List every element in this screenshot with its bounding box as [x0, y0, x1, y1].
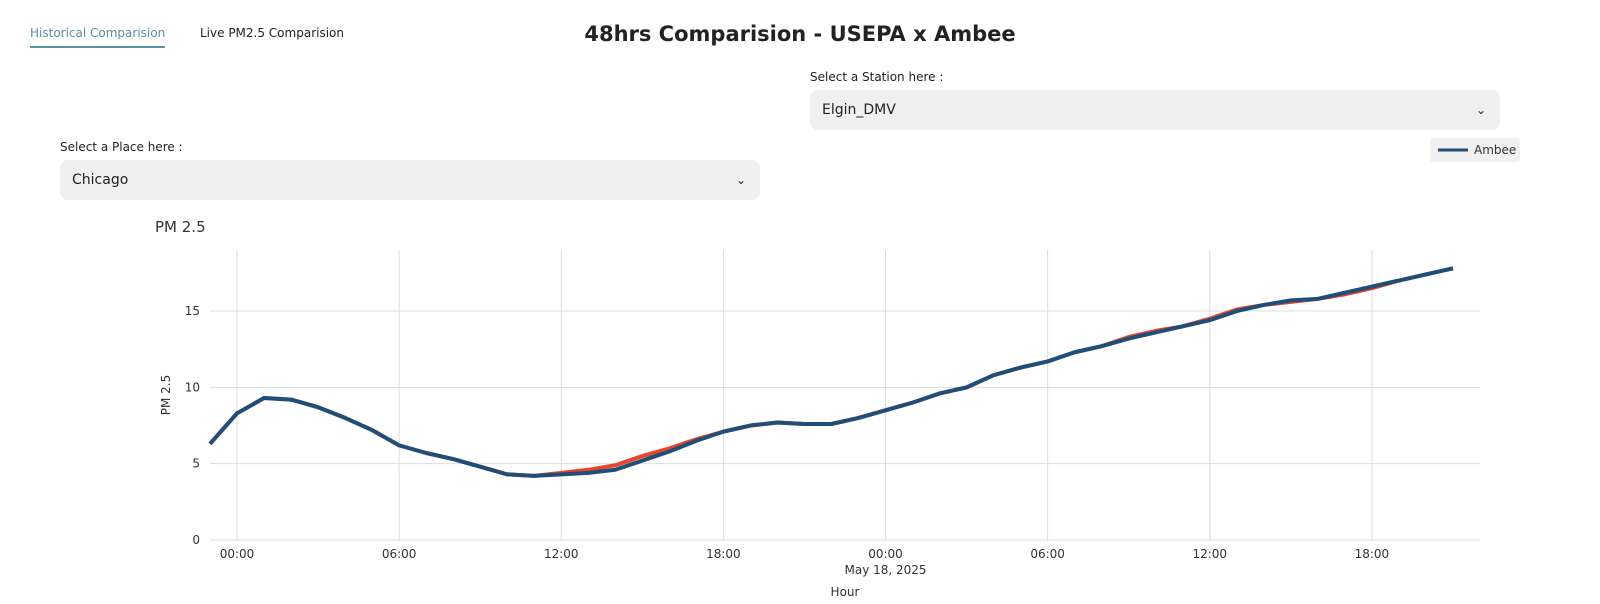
x-tick-label: 18:00 [706, 547, 741, 561]
y-tick-label: 15 [185, 304, 200, 318]
y-axis-label: PM 2.5 [159, 375, 173, 416]
place-select[interactable]: Chicago ⌄ [60, 160, 760, 200]
series-line [208, 266, 1454, 478]
legend-box [1430, 138, 1520, 162]
station-select[interactable]: Elgin_DMV ⌄ [810, 90, 1500, 130]
x-tick-label: 00:00 [220, 547, 255, 561]
x-tick-label: 06:00 [382, 547, 417, 561]
x-date-label: May 18, 2025 [845, 563, 927, 577]
tab[interactable]: Live PM2.5 Comparision [200, 26, 344, 40]
y-tick-label: 10 [185, 380, 200, 394]
station-label: Select a Station here : [810, 70, 944, 84]
chevron: ⌄ [1475, 103, 1486, 117]
place-value: Chicago [72, 172, 129, 188]
tab[interactable]: Historical Comparision [30, 26, 166, 48]
x-tick-label: 18:00 [1355, 547, 1390, 561]
x-tick-label: 00:00 [868, 547, 903, 561]
x-axis-label: Hour [831, 585, 860, 599]
x-tick-label: 12:00 [544, 547, 579, 561]
page-title: 48hrs Comparision - USEPA x Ambee [584, 22, 1016, 46]
station-value: Elgin_DMV [822, 102, 896, 118]
y-tick-label: 0 [192, 533, 200, 547]
chevron: ⌄ [735, 173, 746, 187]
place-label: Select a Place here : [60, 140, 183, 154]
x-tick-label: 06:00 [1030, 547, 1065, 561]
x-tick-label: 12:00 [1192, 547, 1227, 561]
y-tick-label: 5 [192, 457, 200, 471]
chart-title: PM 2.5 [155, 218, 206, 236]
legend-label: Ambee [1474, 143, 1516, 157]
